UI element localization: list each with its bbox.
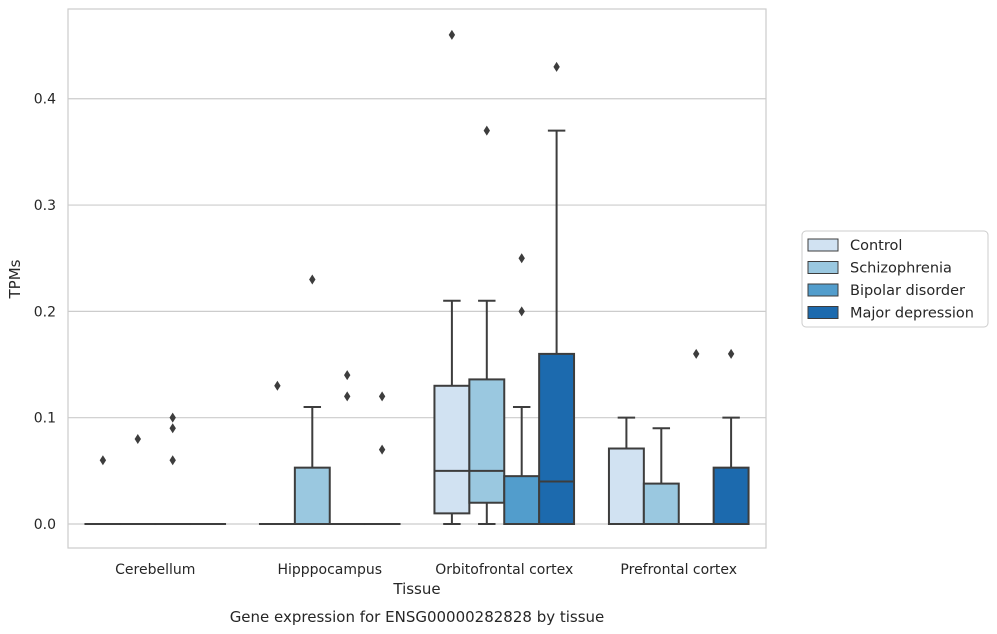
- box-body: [712, 466, 750, 525]
- y-tick-label: 0.4: [34, 92, 56, 108]
- box-2-3: [538, 61, 576, 525]
- x-axis-label: Tissue: [392, 580, 440, 598]
- figure-caption: Gene expression for ENSG00000282828 by t…: [230, 608, 605, 626]
- outlier-point: [483, 125, 490, 136]
- outlier-point: [553, 61, 560, 72]
- box-2-0: [433, 29, 471, 525]
- box-body: [503, 475, 541, 526]
- y-tick-label: 0.0: [34, 517, 56, 533]
- outlier-point: [518, 253, 525, 264]
- outlier-point: [378, 391, 386, 402]
- outlier-point: [344, 370, 351, 381]
- outlier-point: [99, 455, 107, 466]
- box-body: [293, 466, 331, 525]
- outlier-point: [169, 412, 176, 423]
- legend-swatch: [807, 283, 839, 297]
- outlier-point: [448, 29, 456, 40]
- y-tick-label: 0.1: [34, 411, 56, 427]
- legend: Control Schizophrenia Bipolar disorder Majo…: [801, 230, 989, 328]
- y-tick-label: 0.2: [34, 304, 56, 320]
- outlier-point: [518, 306, 525, 317]
- box-body: [468, 378, 506, 504]
- outlier-point: [693, 348, 700, 359]
- box-body: [607, 447, 645, 525]
- outlier-point: [378, 444, 386, 455]
- y-tick-labels: 0.0 0.1 0.2 0.3 0.4: [34, 92, 56, 533]
- outlier-point: [169, 423, 176, 434]
- legend-swatch: [807, 261, 839, 274]
- y-axis-label: TPMs: [6, 259, 24, 299]
- box-3-3: [712, 348, 750, 525]
- box-body: [538, 352, 576, 525]
- plot-frame: [67, 8, 767, 549]
- box-body: [433, 384, 471, 515]
- x-tick-label: Prefrontal cortex: [620, 562, 737, 578]
- box-3-1: [642, 427, 680, 525]
- x-tick-label: Hipppocampus: [277, 562, 382, 578]
- legend-swatch: [807, 238, 839, 252]
- legend-label: Major depression: [850, 306, 974, 322]
- box-plot-marks: [84, 29, 750, 526]
- legend-frame: [801, 230, 989, 328]
- outlier-point: [344, 391, 351, 402]
- box-1-1: [293, 274, 331, 525]
- outlier-point: [274, 380, 281, 391]
- legend-label: Control: [850, 238, 902, 254]
- box-1-0: [258, 380, 296, 526]
- outlier-point: [134, 433, 141, 444]
- box-1-3: [363, 391, 401, 526]
- box-2-1: [468, 125, 506, 525]
- outlier-point: [169, 455, 176, 466]
- box-body: [642, 482, 680, 525]
- y-tick-label: 0.3: [34, 198, 56, 214]
- x-tick-labels: Cerebellum Hipppocampus Orbitofrontal cort…: [115, 562, 737, 578]
- outlier-point: [309, 274, 316, 285]
- box-0-2: [154, 412, 192, 526]
- legend-label: Bipolar disorder: [850, 283, 965, 299]
- legend-label: Schizophrenia: [850, 261, 952, 277]
- legend-swatch: [807, 306, 839, 319]
- x-tick-label: Cerebellum: [115, 562, 195, 578]
- outlier-point: [727, 348, 735, 359]
- x-tick-label: Orbitofrontal cortex: [435, 562, 573, 578]
